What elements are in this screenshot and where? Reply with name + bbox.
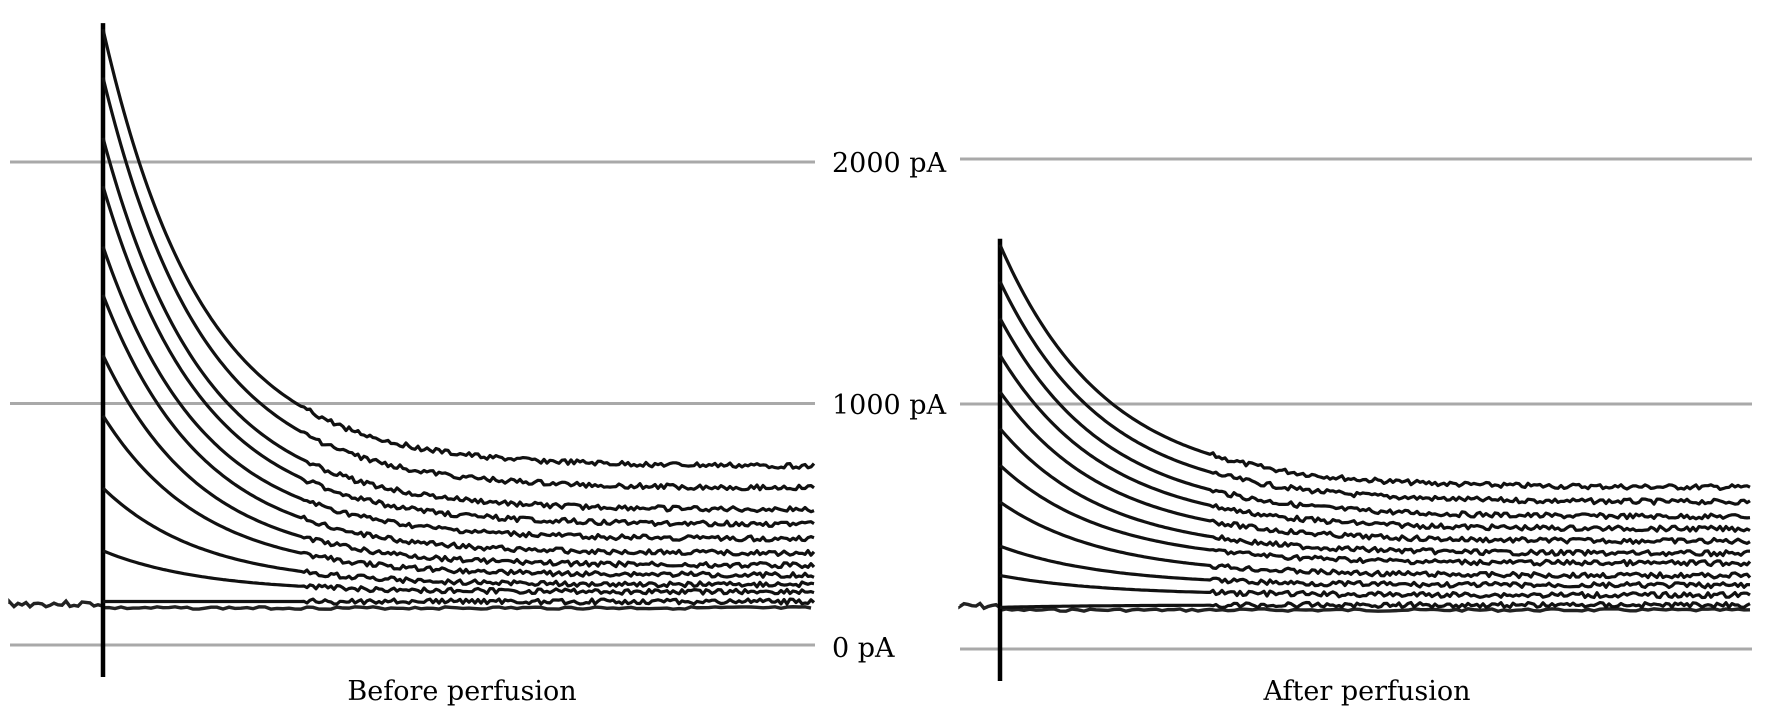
panel-before-perfusion: 2000 pA 1000 pA 0 pA Before perfusion [8,23,947,707]
current-trace-before-4 [101,185,815,528]
current-trace-after-9 [999,544,1751,590]
panel-title-before: Before perfusion [347,676,576,707]
current-trace-after-8 [999,500,1752,580]
holding-baseline [998,607,1751,613]
current-trace-before-6 [101,294,816,557]
current-trace-after-6 [998,427,1751,558]
current-trace-before-1 [101,28,816,470]
pre-stimulus-baseline [8,597,103,610]
current-trace-after-5 [998,390,1751,545]
panel-title-after: After perfusion [1262,676,1470,707]
gridlines-before [10,160,815,647]
current-trace-before-2 [101,77,815,492]
current-trace-before-7 [101,354,816,570]
current-trace-before-3 [101,137,815,514]
current-trace-before-11 [103,597,816,606]
tick-label-2000: 2000 pA [832,148,947,179]
current-trace-after-2 [998,280,1751,506]
current-trace-after-1 [998,244,1751,491]
pre-stimulus-baseline [958,601,1002,611]
current-trace-before-9 [101,486,815,589]
current-trace-before-10 [102,549,815,596]
tick-label-1000: 1000 pA [832,390,947,421]
tick-label-0: 0 pA [832,633,895,664]
current-trace-before-5 [101,245,815,543]
traces-after [958,238,1752,681]
current-trace-before-8 [101,414,815,579]
current-trace-after-11 [999,600,1751,610]
gridlines-after [960,157,1752,651]
current-trace-after-3 [998,317,1751,521]
holding-baseline [101,605,812,611]
current-trace-after-4 [998,354,1751,533]
traces-before [8,23,816,677]
panel-after-perfusion: After perfusion [958,157,1752,707]
current-trace-after-7 [998,464,1752,568]
current-trace-after-10 [999,573,1751,600]
